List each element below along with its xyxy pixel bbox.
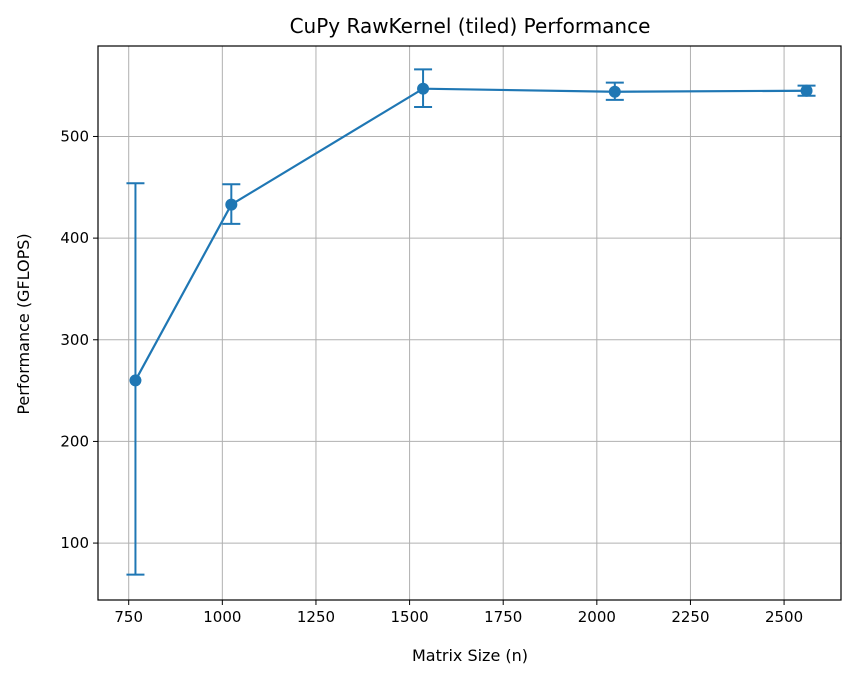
point-layer <box>129 82 813 387</box>
series-line <box>134 87 807 381</box>
x-tick-label: 1250 <box>297 608 335 626</box>
y-tick-label: 200 <box>60 432 89 450</box>
plot-frame <box>97 45 842 601</box>
line-layer <box>134 87 807 381</box>
data-point <box>129 374 142 387</box>
y-tick-label: 400 <box>60 229 89 247</box>
data-point <box>608 85 621 98</box>
y-tick-label: 300 <box>60 331 89 349</box>
grid-layer <box>98 46 841 600</box>
x-tick-label: 2250 <box>671 608 709 626</box>
x-tick-label: 1000 <box>203 608 241 626</box>
tick-layer: 750 1000 1250 1500 1750 2000 2250 2500 100 200 300… <box>60 127 803 626</box>
x-tick-label: 1750 <box>484 608 522 626</box>
y-tick-label: 100 <box>60 534 89 552</box>
errorbar-layer <box>126 68 816 576</box>
x-tick-label: 2000 <box>578 608 616 626</box>
data-point <box>800 84 813 97</box>
chart-title: CuPy RawKernel (tiled) Performance <box>290 14 651 38</box>
x-axis-label: Matrix Size (n) <box>412 646 528 665</box>
x-tick-label: 2500 <box>765 608 803 626</box>
y-tick-label: 500 <box>60 127 89 145</box>
x-tick-label: 1500 <box>390 608 428 626</box>
data-point <box>417 82 430 95</box>
x-tick-label: 750 <box>114 608 143 626</box>
data-point <box>225 198 238 211</box>
y-axis-label: Performance (GFLOPS) <box>14 233 33 414</box>
